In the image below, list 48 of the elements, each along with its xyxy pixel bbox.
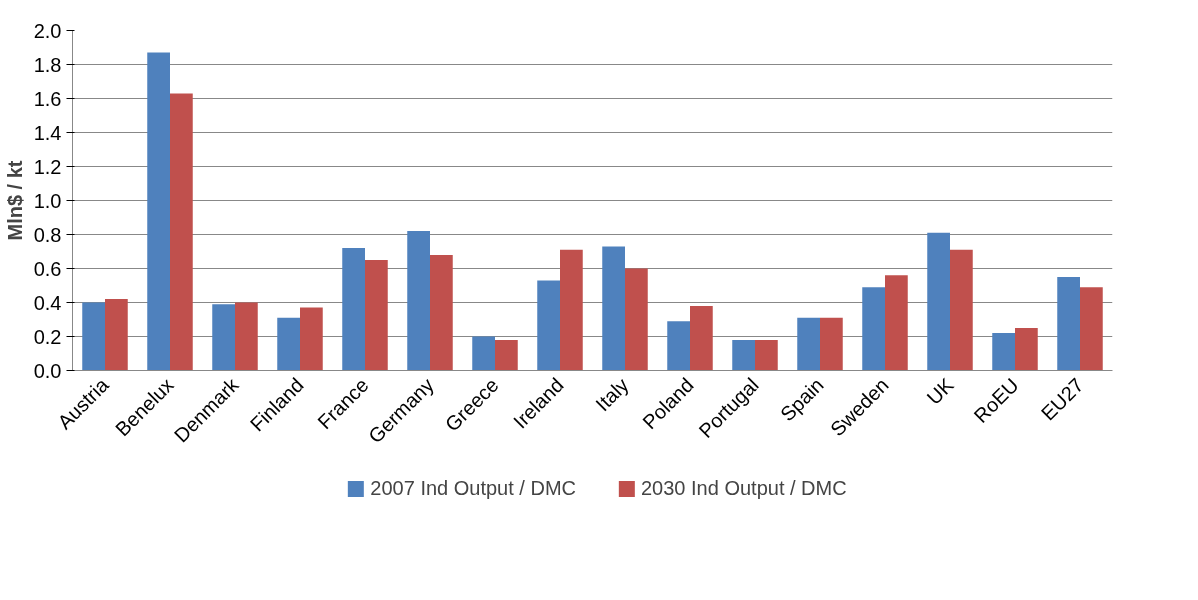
- y-tick-label: 1.0: [33, 189, 62, 212]
- bar: [625, 268, 648, 371]
- y-axis-title: Mln$ / kt: [3, 160, 26, 241]
- bar: [820, 317, 843, 371]
- y-tick-label: 2.0: [33, 19, 62, 42]
- bar: [1015, 328, 1038, 371]
- y-tick-label: 0.0: [33, 359, 62, 382]
- bar: [1057, 277, 1080, 371]
- bar: [755, 339, 778, 371]
- bar: [495, 339, 518, 371]
- y-tick-label: 0.6: [33, 257, 62, 280]
- bar: [797, 317, 820, 371]
- bar: [342, 248, 365, 371]
- bar: [147, 52, 170, 371]
- legend-label: 2030 Ind Output / DMC: [641, 476, 847, 500]
- x-tick-label: UK: [922, 373, 959, 409]
- bar: [690, 305, 713, 371]
- y-tick-label: 1.2: [33, 155, 62, 178]
- bar: [732, 339, 755, 371]
- y-tick-label: 1.4: [33, 121, 62, 144]
- bar: [537, 280, 560, 371]
- bar: [105, 299, 128, 371]
- legend-label: 2007 Ind Output / DMC: [370, 476, 576, 500]
- bar: [885, 275, 908, 371]
- y-tick-label: 0.8: [33, 223, 62, 246]
- bar: [277, 317, 300, 371]
- x-tick-label: Italy: [591, 373, 633, 416]
- bar: [667, 321, 690, 371]
- bar: [1080, 287, 1103, 371]
- bar: [927, 232, 950, 371]
- bar: [472, 336, 495, 371]
- y-tick-label: 0.2: [33, 325, 62, 348]
- bar: [430, 254, 453, 371]
- bar: [365, 260, 388, 371]
- bar: [560, 249, 583, 371]
- bar: [235, 302, 258, 371]
- bar: [950, 249, 973, 371]
- bar: [212, 304, 235, 371]
- y-tick-label: 1.8: [33, 53, 62, 76]
- bar: [862, 287, 885, 371]
- y-tick-label: 0.4: [33, 291, 62, 314]
- bar: [992, 333, 1015, 371]
- bar: [82, 302, 105, 371]
- bar: [300, 307, 323, 371]
- bar: [602, 246, 625, 371]
- y-tick-label: 1.6: [33, 87, 62, 110]
- bar: [170, 93, 193, 371]
- bar: [407, 231, 430, 371]
